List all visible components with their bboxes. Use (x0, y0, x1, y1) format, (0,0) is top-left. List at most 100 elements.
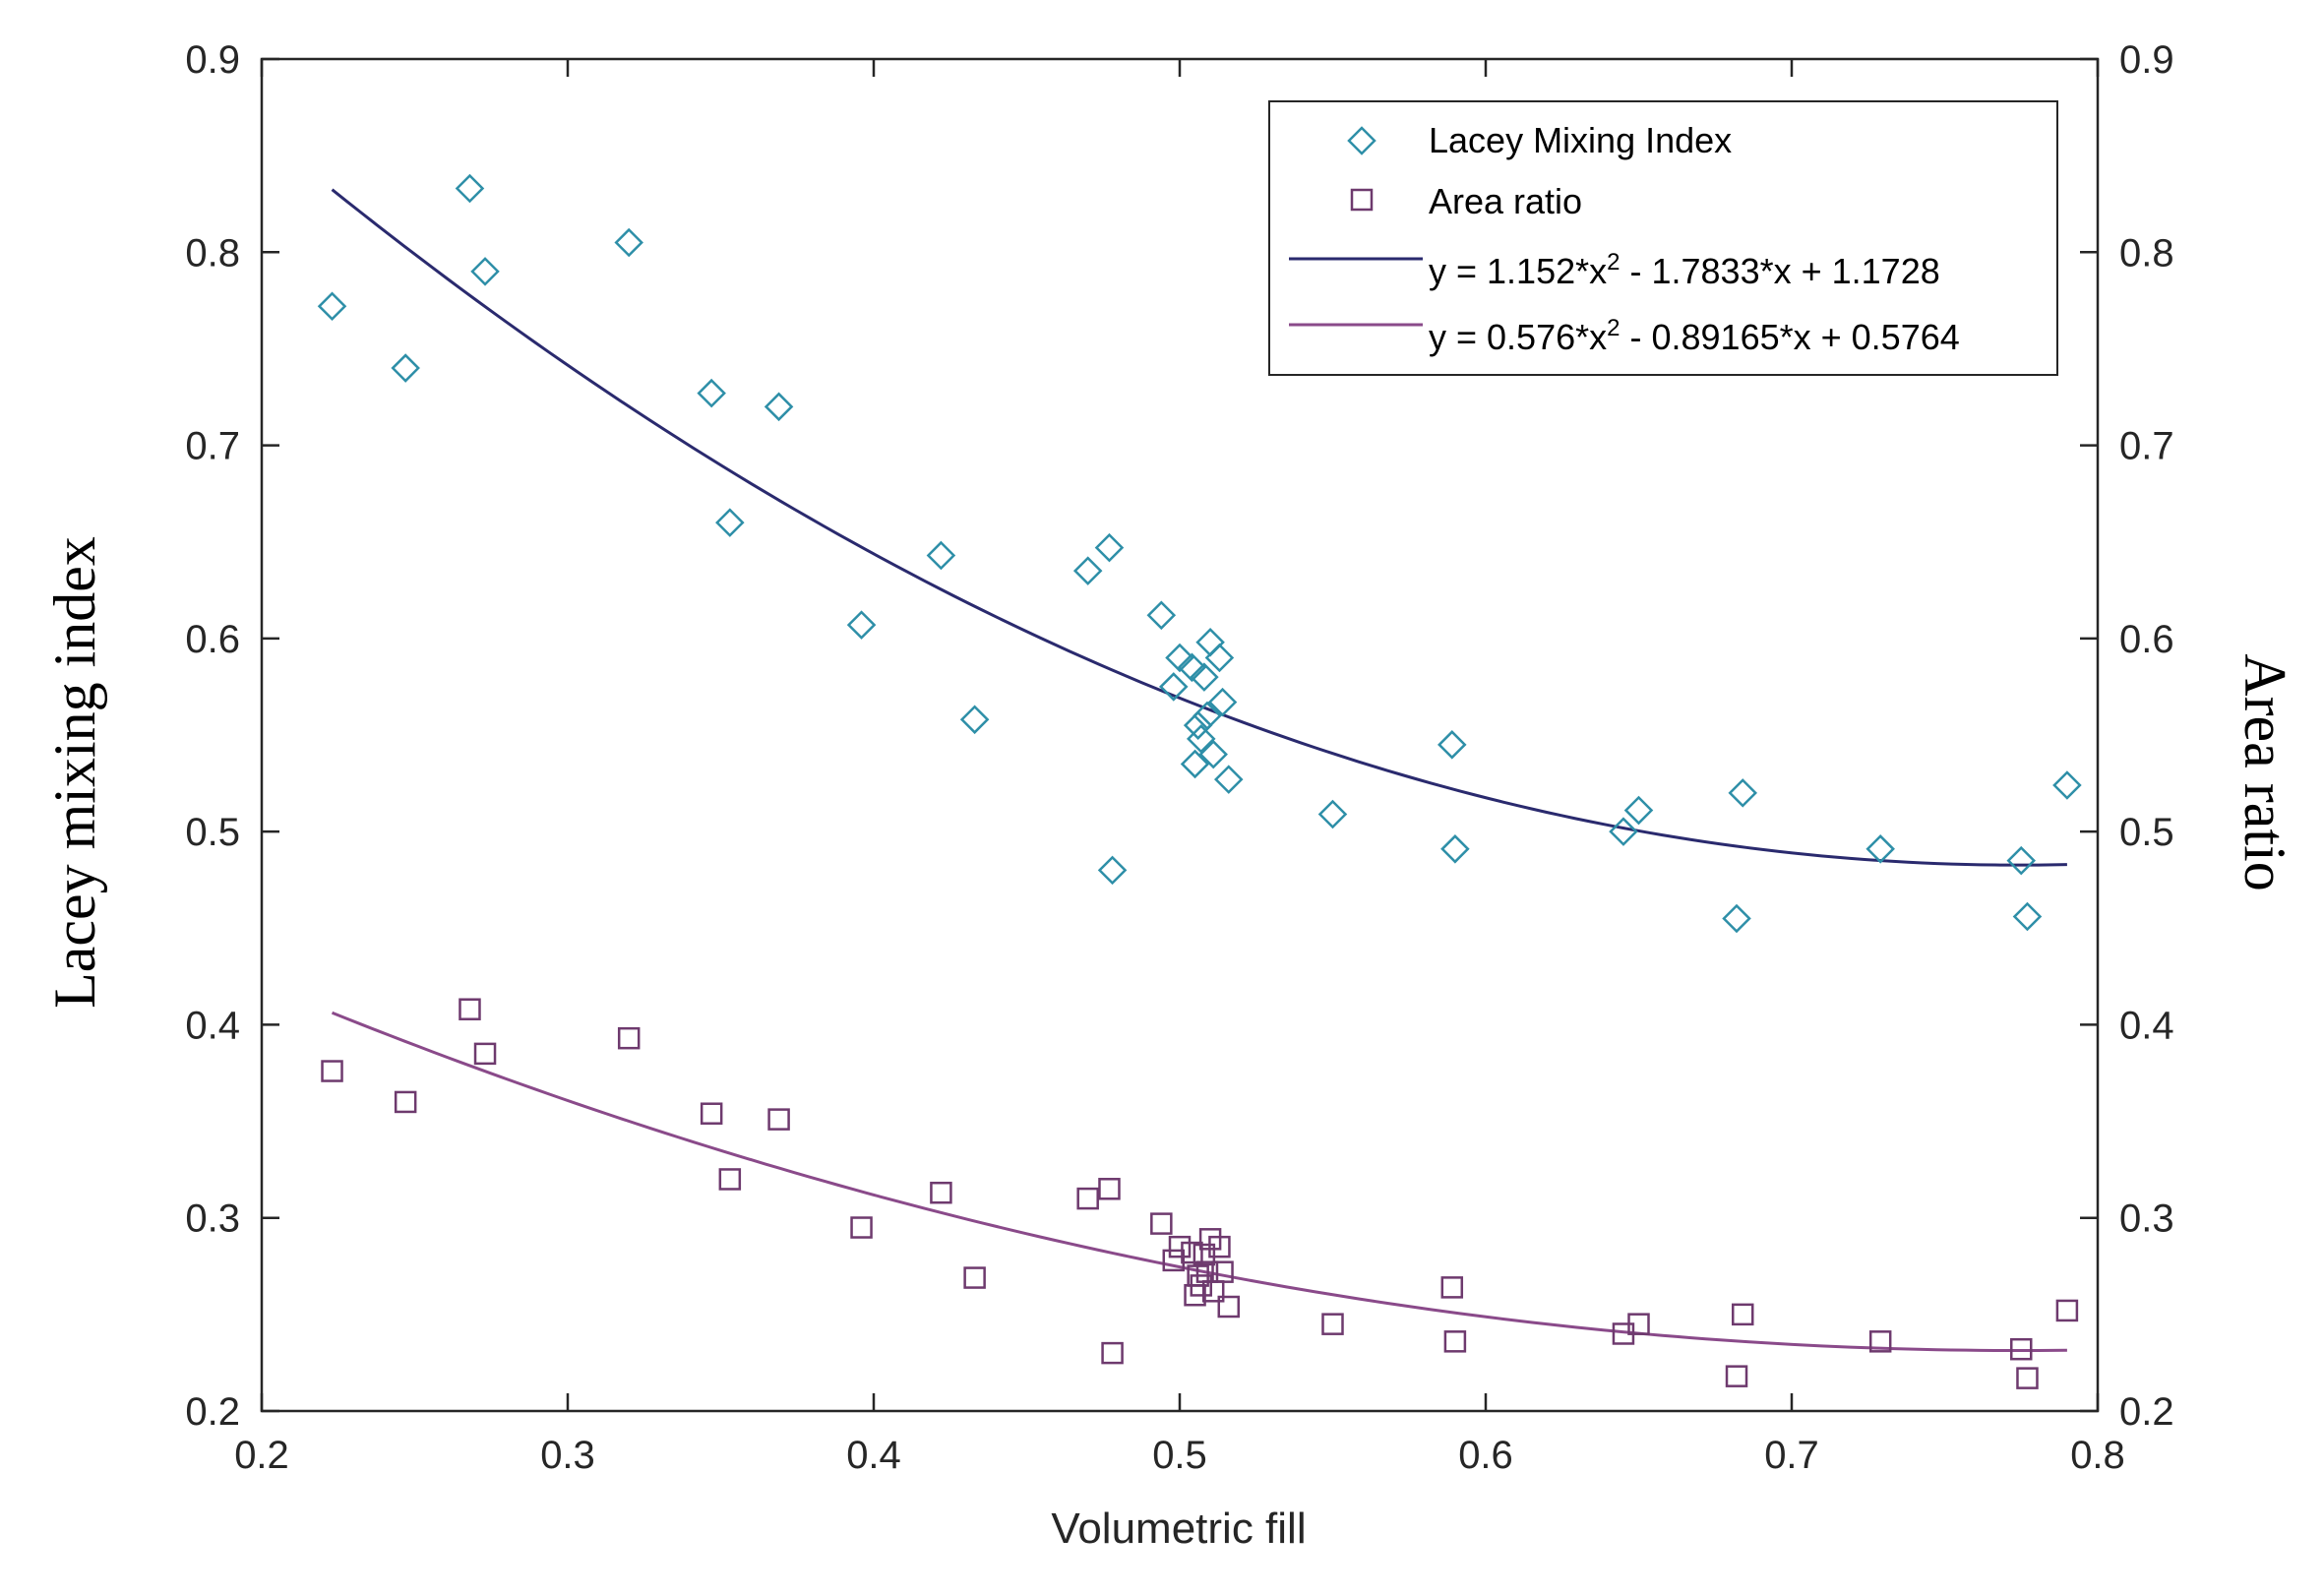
square-point (1211, 1260, 1234, 1283)
diamond-point (1213, 765, 1244, 794)
diamond-point (697, 378, 726, 408)
diamond-point (1865, 834, 1895, 864)
square-point (700, 1102, 723, 1125)
square-point (718, 1168, 742, 1191)
y-tick-label-right: 0.8 (2119, 231, 2174, 275)
square-point (321, 1060, 343, 1082)
diamond-point (1177, 652, 1207, 683)
legend-fit2-rest: - 0.89165*x + 0.5764 (1620, 317, 1959, 357)
square-point (850, 1216, 873, 1239)
diamond-point (1722, 903, 1751, 934)
legend: Lacey Mixing Index Area ratio y = 1.152*… (1268, 100, 2058, 376)
square-point (1150, 1212, 1173, 1235)
diamond-point (391, 353, 420, 383)
y-tick-label-right: 0.9 (2119, 38, 2174, 82)
legend-label-area: Area ratio (1429, 181, 1582, 221)
data-markers (317, 173, 2082, 1389)
legend-fit2-superscript: 2 (1607, 315, 1620, 341)
x-tick-label: 0.3 (540, 1434, 595, 1477)
legend-entry-lacey: Lacey Mixing Index (1347, 120, 1732, 160)
y-tick-label-right: 0.7 (2119, 425, 2174, 468)
legend-entry-fit2: y = 0.576*x2 - 0.89165*x + 0.5764 (1289, 315, 1960, 357)
legend-fit1-text: y = 1.152*x (1429, 251, 1607, 291)
y-tick-label-left: 0.5 (185, 811, 240, 854)
diamond-point (1165, 643, 1194, 673)
legend-fit2-text: y = 0.576*x (1429, 317, 1607, 357)
square-point (2055, 1299, 2079, 1322)
diamond-point (715, 508, 745, 537)
diamond-point (1198, 739, 1228, 769)
diamond-point (1190, 662, 1219, 692)
diamond-point (317, 291, 347, 322)
x-tick-label: 0.5 (1152, 1434, 1207, 1477)
square-point (1440, 1276, 1464, 1299)
diamond-point (1187, 724, 1216, 754)
fit-curve-1 (331, 188, 2067, 867)
legend-fit1-rest: - 1.7833*x + 1.1728 (1620, 251, 1939, 291)
square-point (617, 1026, 641, 1050)
x-tick-label: 0.2 (234, 1434, 289, 1477)
square-point (1098, 1178, 1121, 1200)
diamond-point (1437, 730, 1467, 760)
square-point (394, 1090, 417, 1114)
x-axis-title: Volumetric fill (1051, 1504, 1306, 1553)
square-point (1443, 1330, 1467, 1353)
diamond-point (2006, 845, 2037, 876)
y-tick-label-left: 0.8 (185, 231, 240, 275)
y-tick-label-left: 0.6 (185, 618, 240, 661)
square-point (2010, 1337, 2033, 1361)
square-point (1190, 1274, 1213, 1297)
diamond-point (1207, 687, 1238, 717)
x-tick-label: 0.6 (1458, 1434, 1513, 1477)
diamond-point (1609, 817, 1638, 846)
diamond-point (1146, 600, 1177, 631)
x-tick-label: 0.4 (846, 1434, 901, 1477)
diamond-point (1097, 855, 1128, 886)
fit-lines (331, 188, 2067, 1353)
legend-square-marker (1350, 188, 1374, 212)
y-tick-label-right: 0.4 (2119, 1004, 2174, 1047)
square-point (459, 998, 481, 1020)
square-point (1731, 1303, 1754, 1326)
diamond-point (926, 540, 956, 571)
diamond-point (2052, 770, 2082, 800)
diamond-point (1072, 556, 1103, 585)
diamond-point (1183, 710, 1213, 740)
diamond-point (1094, 532, 1125, 563)
square-point (1321, 1313, 1344, 1335)
legend-entry-area: Area ratio (1350, 181, 1582, 221)
square-point (1193, 1243, 1216, 1266)
diamond-point (1623, 795, 1654, 826)
y-tick-label-left: 0.9 (185, 38, 240, 82)
square-point (1168, 1235, 1192, 1258)
y-tick-label-right: 0.5 (2119, 811, 2174, 854)
diamond-point (2012, 901, 2043, 932)
diamond-point (846, 610, 877, 640)
y-tick-label-left: 0.2 (185, 1390, 240, 1434)
square-point (767, 1108, 790, 1131)
square-point (1725, 1365, 1748, 1387)
square-point (1162, 1249, 1186, 1272)
square-point (1181, 1241, 1203, 1264)
y-tick-label-right: 0.3 (2119, 1197, 2174, 1241)
legend-fit1-superscript: 2 (1607, 249, 1620, 276)
diamond-point (1728, 778, 1758, 808)
y-axis-left-title: Lacey mixing index (42, 536, 107, 1009)
diamond-point (1193, 701, 1222, 731)
axis-ticks: 0.2 0.3 0.4 0.5 0.6 0.7 0.80.2 0.20.3 0.30.4 0.40… (185, 38, 2173, 1477)
y-tick-label-left: 0.7 (185, 425, 240, 468)
square-point (1217, 1295, 1241, 1319)
legend-box (1268, 100, 2058, 376)
square-point (1627, 1313, 1650, 1335)
square-point (473, 1042, 497, 1066)
square-point (1208, 1235, 1231, 1258)
diamond-point (614, 227, 643, 258)
square-point (930, 1181, 952, 1204)
legend-label-fit1: y = 1.152*x2 - 1.7833*x + 1.1728 (1429, 249, 1940, 291)
square-point (1076, 1187, 1099, 1210)
y-tick-label-right: 0.2 (2119, 1390, 2174, 1434)
diamond-point (1180, 749, 1210, 779)
diamond-point (959, 705, 990, 735)
x-tick-label: 0.8 (2070, 1434, 2125, 1477)
